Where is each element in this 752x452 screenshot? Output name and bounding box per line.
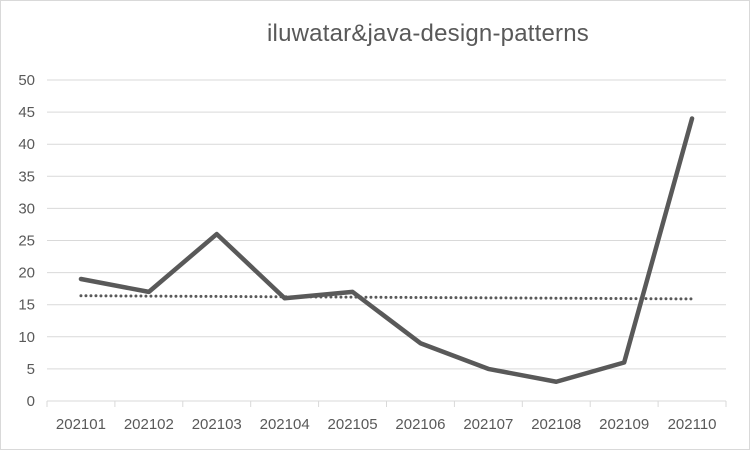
x-tick-label: 202107 bbox=[463, 416, 513, 433]
chart-title: iluwatar&java-design-patterns bbox=[267, 20, 589, 47]
y-tick-label: 50 bbox=[18, 72, 35, 89]
x-tick-label: 202102 bbox=[124, 416, 174, 433]
y-tick-label: 20 bbox=[18, 265, 35, 282]
y-tick-label: 5 bbox=[27, 361, 35, 378]
y-tick-label: 10 bbox=[18, 329, 35, 346]
trendline bbox=[79, 294, 694, 301]
y-tick-label: 35 bbox=[18, 168, 35, 185]
series-line bbox=[78, 116, 695, 384]
x-tick-label: 202101 bbox=[56, 416, 106, 433]
y-tick-label: 30 bbox=[18, 200, 35, 217]
x-axis bbox=[46, 400, 727, 407]
x-tick-label: 202110 bbox=[668, 416, 717, 433]
x-tick-label: 202103 bbox=[192, 416, 242, 433]
x-tick-label: 202105 bbox=[328, 416, 378, 433]
gridlines bbox=[47, 79, 726, 370]
x-tick-label: 202109 bbox=[599, 416, 649, 433]
y-axis-ticks: 0 5 10 15 20 25 30 35 40 45 50 bbox=[18, 72, 35, 410]
x-tick-label: 202104 bbox=[260, 416, 310, 433]
y-tick-label: 25 bbox=[18, 233, 35, 250]
x-axis-ticks: 202101 202102 202103 202104 202105 202106 2021… bbox=[56, 416, 717, 433]
series-layer bbox=[78, 116, 695, 384]
y-tick-label: 45 bbox=[18, 104, 35, 121]
x-tick-label: 202108 bbox=[531, 416, 581, 433]
y-tick-label: 15 bbox=[18, 297, 35, 314]
y-tick-label: 0 bbox=[27, 393, 35, 410]
y-tick-label: 40 bbox=[18, 136, 35, 153]
x-tick-label: 202106 bbox=[395, 416, 445, 433]
